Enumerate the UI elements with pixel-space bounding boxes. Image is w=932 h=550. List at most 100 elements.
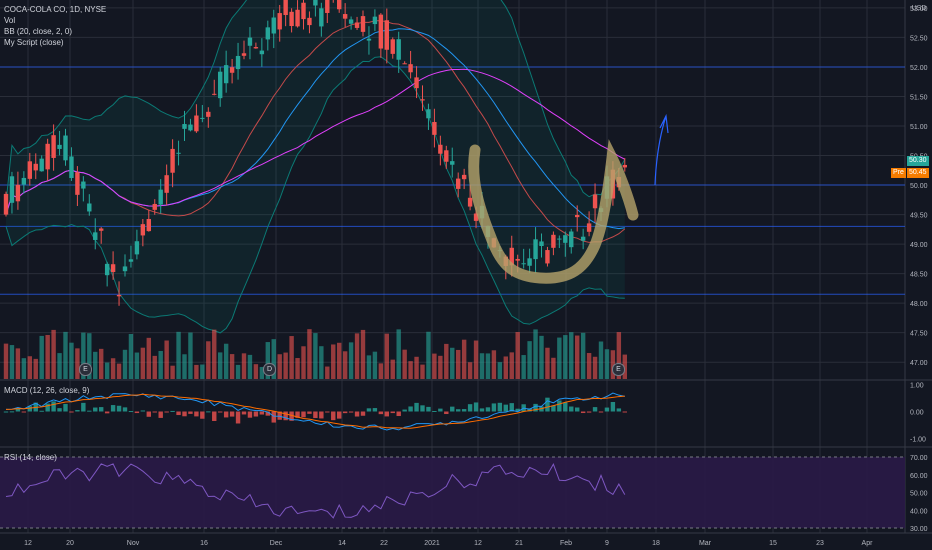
volume-bar (527, 341, 532, 379)
macd-histogram-bar (467, 404, 473, 412)
candle-body (51, 135, 56, 158)
candle-body (592, 194, 598, 209)
candle-body (45, 143, 50, 170)
candle-body (586, 223, 592, 232)
volume-bar (140, 347, 146, 379)
volume-bar (81, 332, 86, 379)
price-axis-tick: 49.50 (910, 213, 928, 220)
price-axis-tick: 48.50 (910, 272, 928, 279)
volume-bar (360, 329, 366, 379)
candle-body (69, 156, 74, 179)
candle-body (116, 294, 122, 297)
macd-histogram-bar (604, 407, 610, 412)
volume-bar (378, 363, 384, 379)
macd-histogram-bar (140, 410, 146, 412)
volume-bar (420, 364, 425, 379)
volume-bar (485, 353, 491, 379)
time-axis-tick: 20 (66, 540, 74, 547)
volume-bar (390, 359, 395, 379)
candle-body (360, 16, 366, 32)
macd-histogram-bar (283, 411, 288, 421)
volume-bar (569, 332, 574, 379)
volume-bar (444, 343, 449, 379)
macd-histogram-bar (93, 407, 98, 412)
rsi-axis-tick: 40.00 (910, 508, 928, 515)
volume-bar (301, 346, 306, 379)
rsi-axis-tick: 50.00 (910, 491, 928, 498)
candle-body (3, 193, 9, 215)
candle-body (348, 19, 354, 24)
price-axis-tick: 47.50 (910, 331, 928, 338)
candle-body (408, 64, 413, 73)
macd-histogram-bar (533, 403, 538, 412)
macd-histogram-bar (188, 411, 193, 414)
candle-body (354, 22, 360, 28)
candle-body (122, 266, 128, 272)
macd-histogram-bar (21, 411, 27, 413)
volume-bar (319, 346, 324, 379)
macd-histogram-bar (456, 409, 461, 412)
rsi-legend: RSI (14, close) (4, 453, 57, 462)
candle-body (396, 39, 401, 60)
macd-histogram-bar (384, 411, 389, 417)
hand-drawn-arrow (654, 113, 669, 186)
time-axis-tick: 16 (200, 540, 208, 547)
macd-histogram-bar (15, 408, 21, 412)
candle-body (295, 9, 300, 27)
macd-histogram-bar (319, 411, 324, 419)
candle-body (21, 177, 27, 185)
volume-bar (188, 332, 193, 379)
macd-histogram-bar (396, 411, 401, 417)
volume-bar (372, 351, 378, 379)
candle-body (75, 172, 80, 195)
macd-histogram-bar (164, 411, 169, 413)
candle-body (63, 135, 68, 161)
macd-histogram-bar (247, 411, 253, 418)
rsi-axis-tick: 60.00 (910, 473, 928, 480)
macd-histogram-bar (509, 403, 514, 412)
macd-histogram-bar (301, 411, 306, 418)
candle-body (515, 258, 520, 261)
macd-histogram-bar (491, 403, 497, 412)
volume-bar (450, 347, 455, 379)
macd-histogram-bar (170, 410, 175, 412)
volume-bar (426, 331, 431, 379)
candle-body (271, 17, 276, 34)
volume-bar (473, 340, 479, 379)
macd-histogram-bar (551, 405, 556, 412)
macd-histogram-bar (331, 411, 336, 421)
volume-bar (283, 352, 288, 379)
price-axis-tick: 51.00 (910, 124, 928, 131)
macd-histogram-bar (229, 411, 235, 417)
volume-bar (295, 358, 300, 379)
volume-bar (545, 347, 550, 379)
dividend-event-marker[interactable]: D (263, 363, 276, 376)
macd-histogram-bar (479, 408, 485, 412)
macd-histogram-bar (63, 403, 68, 412)
macd-histogram-bar (182, 411, 187, 417)
macd-histogram-bar (218, 411, 223, 413)
volume-bar (152, 355, 157, 379)
time-axis-tick: 22 (380, 540, 388, 547)
volume-bar (134, 352, 140, 379)
candle-body (575, 215, 580, 218)
bollinger-upper-line (5, 0, 626, 203)
volume-bar (509, 352, 514, 379)
earnings-event-marker[interactable]: E (612, 363, 625, 376)
volume-bar (354, 333, 360, 379)
macd-histogram-bar (616, 408, 622, 412)
earnings-event-marker[interactable]: E (79, 363, 92, 376)
price-axis-tick: 52.00 (910, 65, 928, 72)
volume-bar (402, 349, 407, 379)
symbol-title: COCA-COLA CO, 1D, NYSE (4, 5, 107, 14)
macd-histogram-bar (497, 402, 503, 412)
macd-histogram-bar (176, 411, 181, 416)
volume-bar (259, 366, 265, 379)
price-axis-tick: 49.00 (910, 242, 928, 249)
macd-histogram-bar (426, 406, 431, 412)
macd-histogram-bar (194, 411, 199, 417)
candle-body (81, 181, 86, 189)
time-axis-tick: Feb (560, 540, 572, 547)
macd-histogram-bar (348, 411, 354, 413)
candle-body (277, 13, 282, 30)
